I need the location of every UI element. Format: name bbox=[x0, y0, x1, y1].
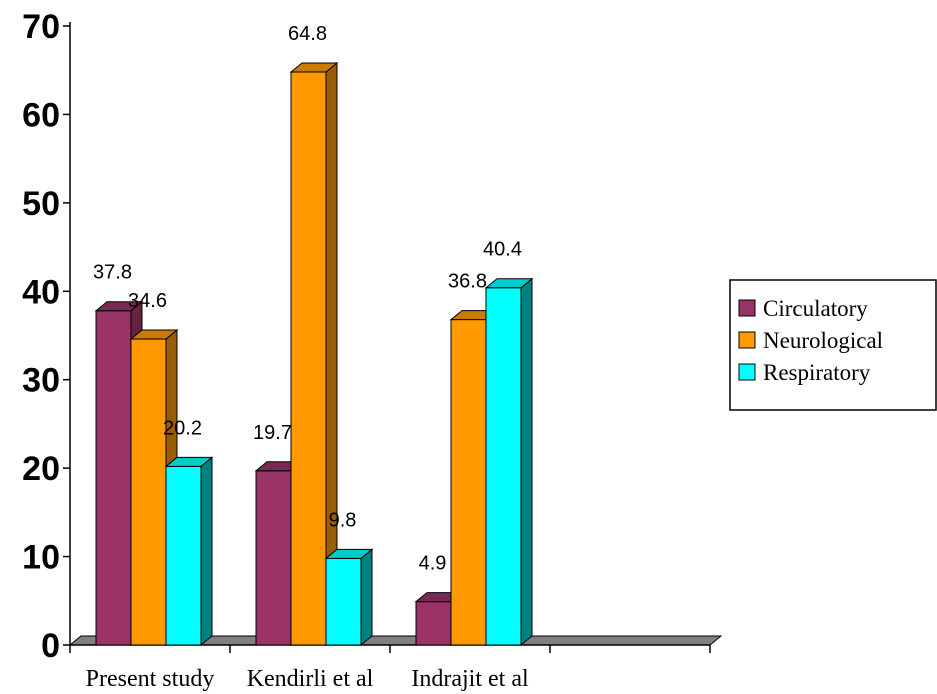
axes: 0 10 20 30 40 50 60 70 Present study Kendirli et … bbox=[22, 8, 711, 692]
bar-top bbox=[324, 548, 374, 559]
bar bbox=[165, 465, 202, 646]
bar bbox=[325, 557, 362, 646]
y-tick-label: 40 bbox=[22, 273, 60, 311]
bar bbox=[290, 71, 327, 646]
data-label: 4.9 bbox=[419, 553, 447, 575]
legend-box bbox=[729, 279, 937, 411]
y-tick-label: 20 bbox=[22, 450, 60, 488]
bar bbox=[255, 470, 292, 646]
x-tick-label: Indrajit et al bbox=[411, 666, 529, 692]
legend-swatch bbox=[738, 331, 756, 349]
legend-swatch bbox=[738, 363, 756, 381]
y-tick-label: 50 bbox=[22, 185, 60, 223]
data-labels: 37.8 19.7 4.9 34.6 64.8 36.8 20.2 9.8 40.4 bbox=[93, 23, 522, 575]
bar-top bbox=[129, 329, 179, 340]
bar-side bbox=[360, 548, 373, 647]
bars bbox=[94, 61, 534, 647]
x-tick-label: Kendirli et al bbox=[247, 666, 374, 692]
bar bbox=[450, 319, 487, 646]
data-label: 20.2 bbox=[163, 417, 202, 439]
legend: Circulatory Neurological Respiratory bbox=[729, 279, 937, 411]
y-tick-label: 70 bbox=[22, 8, 60, 46]
y-tick-label: 30 bbox=[22, 362, 60, 400]
data-label: 64.8 bbox=[288, 23, 327, 45]
bar-top bbox=[94, 301, 144, 312]
bar bbox=[415, 601, 452, 646]
data-label: 40.4 bbox=[483, 239, 522, 261]
bar-side bbox=[520, 277, 533, 647]
bar bbox=[95, 310, 132, 646]
legend-label: Circulatory bbox=[763, 296, 868, 321]
x-tick-label: Present study bbox=[86, 666, 215, 692]
data-label: 36.8 bbox=[448, 271, 487, 293]
bar bbox=[485, 287, 522, 646]
legend-label: Respiratory bbox=[763, 360, 871, 385]
data-label: 9.8 bbox=[329, 509, 357, 531]
legend-swatch bbox=[738, 299, 756, 317]
y-tick-label: 0 bbox=[41, 627, 60, 665]
y-tick-label: 10 bbox=[22, 539, 60, 577]
bar-top bbox=[164, 456, 214, 467]
legend-label: Neurological bbox=[763, 328, 883, 353]
data-label: 37.8 bbox=[93, 262, 132, 284]
bar-top bbox=[289, 62, 339, 73]
bar bbox=[130, 338, 167, 646]
bar-top bbox=[484, 278, 534, 289]
bar-side bbox=[200, 456, 213, 647]
data-label: 34.6 bbox=[128, 290, 167, 312]
y-tick-label: 60 bbox=[22, 96, 60, 134]
data-label: 19.7 bbox=[253, 422, 292, 444]
